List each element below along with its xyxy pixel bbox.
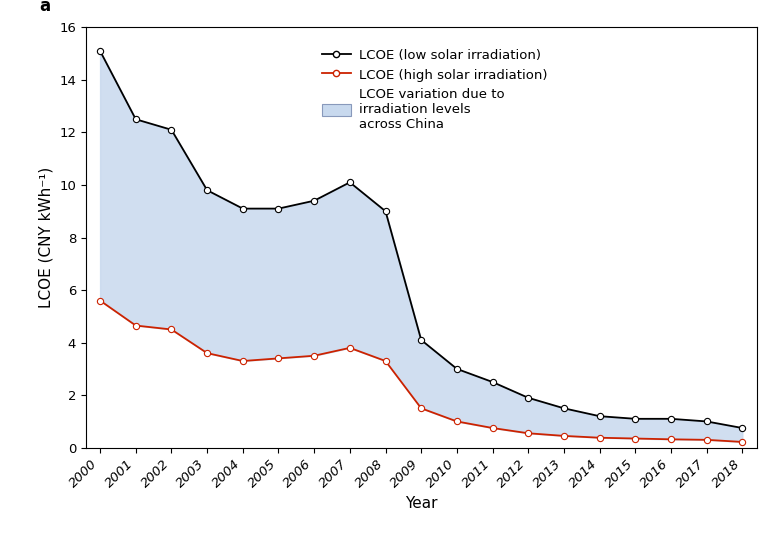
X-axis label: Year: Year — [405, 496, 438, 511]
Text: a: a — [39, 0, 50, 15]
Y-axis label: LCOE (CNY kWh⁻¹): LCOE (CNY kWh⁻¹) — [38, 167, 54, 308]
Legend: LCOE (low solar irradiation), LCOE (high solar irradiation), LCOE variation due : LCOE (low solar irradiation), LCOE (high… — [315, 42, 554, 137]
